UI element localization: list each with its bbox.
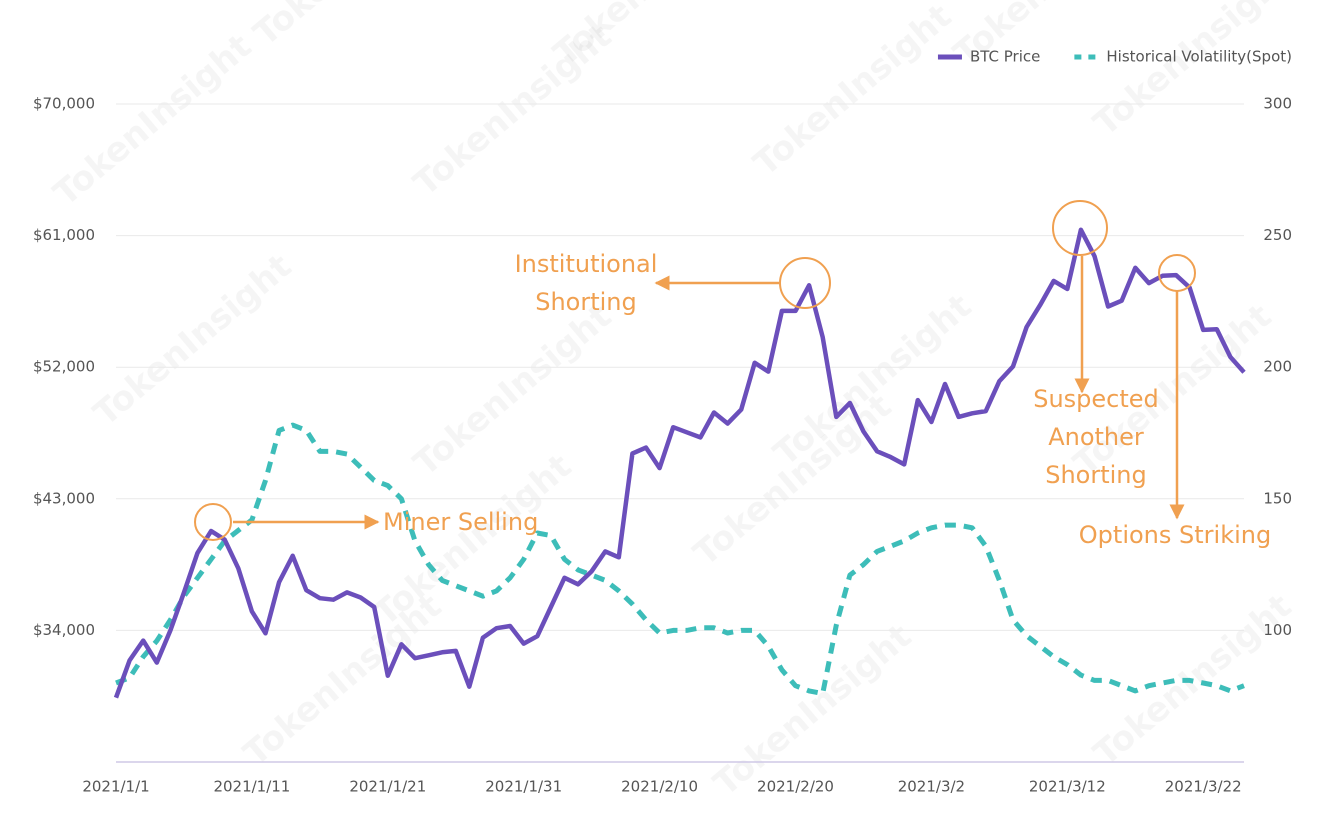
watermark: TokenInsight [246,0,459,54]
y-tick-label: $34,000 [33,621,95,639]
annotation: Suspected [1033,385,1159,413]
highlight-circle [779,257,831,309]
watermark: TokenInsight [406,296,619,484]
annotation: Options Striking [1079,521,1271,549]
watermark: TokenInsight [1086,0,1299,144]
annotation: Shorting [1045,461,1147,489]
watermark: TokenInsight [746,0,959,184]
annotation: Another [1048,423,1144,451]
x-tick-label: 2021/1/31 [485,778,562,796]
y-tick-label: $43,000 [33,489,95,507]
x-tick-label: 2021/3/22 [1165,778,1242,796]
watermark: TokenInsight [366,446,579,634]
y2-tick-label: 250 [1263,226,1292,244]
annotation: Institutional [515,250,658,278]
annotation: Miner Selling [383,508,538,536]
highlight-circle [194,503,232,541]
watermark: TokenInsight [546,0,759,74]
y-tick-label: $70,000 [33,95,95,113]
x-tick-label: 2021/3/2 [898,778,965,796]
watermark: TokenInsight [236,586,449,774]
watermark: TokenInsight [706,616,919,804]
y2-tick-label: 100 [1263,621,1292,639]
y2-tick-label: 150 [1263,489,1292,507]
y-tick-label: $52,000 [33,358,95,376]
x-tick-label: 2021/1/11 [213,778,290,796]
y2-tick-label: 300 [1263,95,1292,113]
x-tick-label: 2021/1/1 [82,778,149,796]
x-tick-label: 2021/1/21 [349,778,426,796]
highlight-circle [1158,254,1196,292]
y2-tick-label: 200 [1263,358,1292,376]
watermark: TokenInsight [86,246,299,434]
x-tick-label: 2021/2/10 [621,778,698,796]
watermark: TokenInsight [46,26,259,214]
y-tick-label: $61,000 [33,226,95,244]
highlight-circle [1052,200,1108,256]
x-tick-label: 2021/3/12 [1029,778,1106,796]
x-tick-label: 2021/2/20 [757,778,834,796]
annotation: Shorting [535,288,637,316]
series-line [113,227,1246,699]
legend-label: BTC Price [970,48,1040,66]
legend-label: Historical Volatility(Spot) [1106,48,1292,66]
